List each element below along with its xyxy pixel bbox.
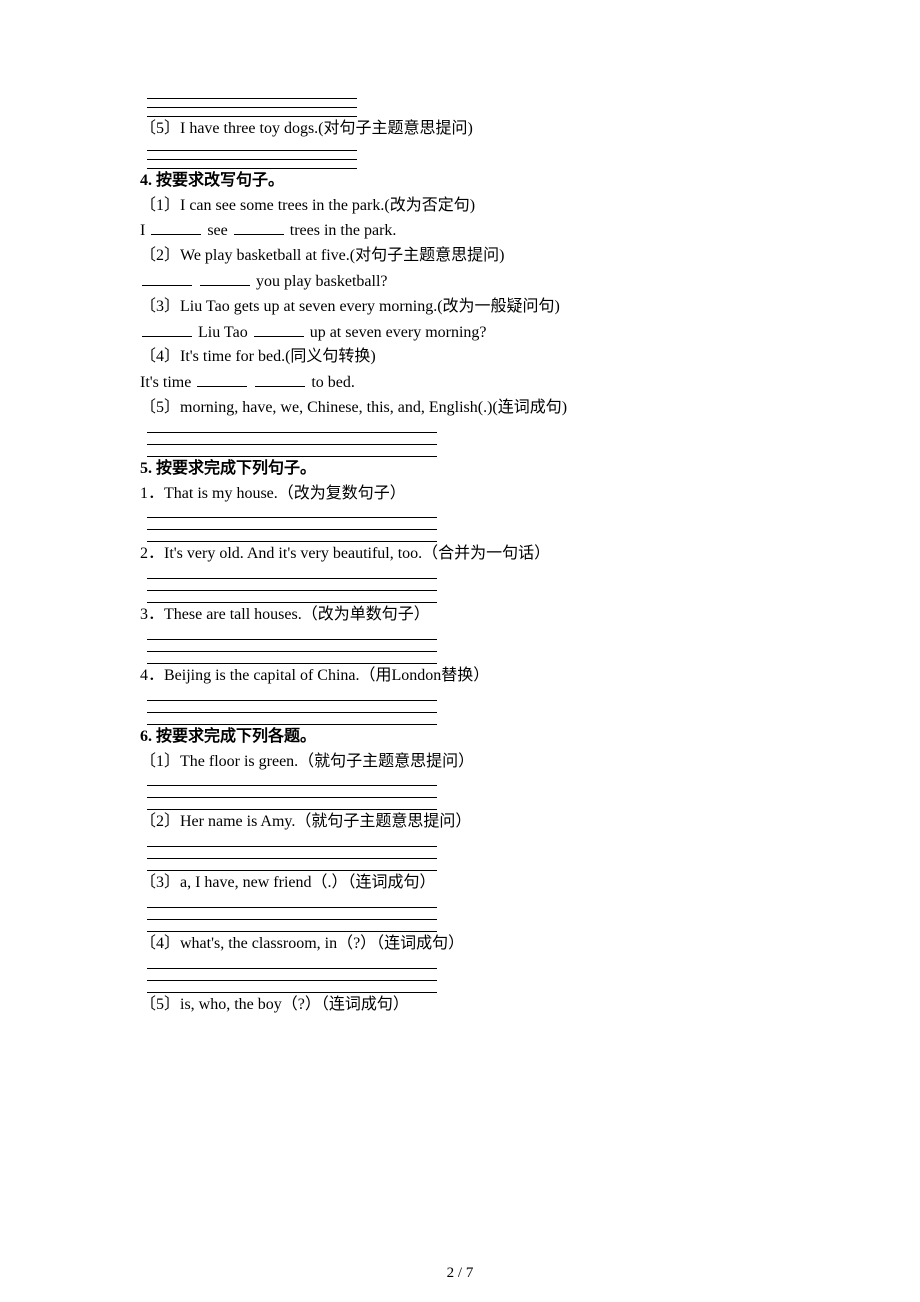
answer-blank-line — [147, 535, 437, 542]
inline-blank — [200, 269, 250, 286]
answer-blank-line — [147, 523, 437, 530]
answer-blank-line — [147, 962, 437, 969]
inline-blank — [142, 269, 192, 286]
answer-blank-line — [147, 864, 437, 871]
answer-blank-line — [147, 438, 437, 445]
text-fragment: up at seven every morning? — [306, 324, 487, 341]
answer-blank-line — [147, 426, 437, 433]
question-item: 〔4〕what's, the classroom, in（?）（连词成句） — [140, 932, 780, 957]
page-number: 2 / 7 — [0, 1265, 920, 1282]
answer-blank-line — [147, 974, 437, 981]
answer-blank-line — [147, 94, 357, 99]
answer-blank-line — [147, 718, 437, 725]
answer-blank-line — [147, 901, 437, 908]
question-item: 2．It's very old. And it's very beautiful… — [140, 542, 780, 567]
answer-blank-group — [147, 146, 780, 169]
question-item: 〔1〕The floor is green.（就句子主题意思提问） — [140, 750, 780, 775]
answer-blank-line — [147, 633, 437, 640]
section-heading: 4. 按要求改写句子。 — [140, 169, 780, 194]
answer-blank-group — [147, 426, 780, 457]
text-fragment: trees in the park. — [286, 222, 397, 239]
inline-blank — [255, 370, 305, 387]
answer-blank-line — [147, 706, 437, 713]
section-heading: 6. 按要求完成下列各题。 — [140, 725, 780, 750]
answer-blank-group — [147, 633, 780, 664]
answer-blank-line — [147, 840, 437, 847]
question-item: 〔5〕I have three toy dogs.(对句子主题意思提问) — [140, 117, 780, 142]
text-fragment: you play basketball? — [252, 273, 388, 290]
answer-blank-line — [147, 511, 437, 518]
question-item: 4．Beijing is the capital of China.（用Lond… — [140, 664, 780, 689]
answer-blank-line — [147, 779, 437, 786]
text-fragment: Liu Tao — [194, 324, 252, 341]
inline-blank — [142, 320, 192, 337]
inline-blank — [254, 320, 304, 337]
question-item: 3．These are tall houses.（改为单数句子） — [140, 603, 780, 628]
answer-blank-line — [147, 103, 357, 108]
question-item: 〔3〕Liu Tao gets up at seven every mornin… — [140, 295, 780, 320]
answer-blank-line — [147, 645, 437, 652]
fill-blank-line: you play basketball? — [140, 269, 780, 295]
text-fragment: to bed. — [307, 374, 355, 391]
answer-blank-group — [147, 779, 780, 810]
answer-blank-group — [147, 511, 780, 542]
answer-blank-line — [147, 572, 437, 579]
fill-blank-line: It's time to bed. — [140, 370, 780, 396]
answer-blank-group — [147, 572, 780, 603]
question-item: 〔1〕I can see some trees in the park.(改为否… — [140, 194, 780, 219]
inline-blank — [151, 218, 201, 235]
answer-blank-line — [147, 913, 437, 920]
question-item: 〔4〕It's time for bed.(同义句转换) — [140, 345, 780, 370]
answer-blank-line — [147, 694, 437, 701]
answer-blank-line — [147, 986, 437, 993]
answer-blank-line — [147, 657, 437, 664]
answer-blank-line — [147, 852, 437, 859]
fill-blank-line: Liu Tao up at seven every morning? — [140, 320, 780, 346]
answer-blank-group — [147, 962, 780, 993]
fill-blank-line: I see trees in the park. — [140, 218, 780, 244]
text-fragment — [249, 374, 253, 391]
question-item: 〔2〕We play basketball at five.(对句子主题意思提问… — [140, 244, 780, 269]
question-item: 〔5〕morning, have, we, Chinese, this, and… — [140, 396, 780, 421]
answer-blank-line — [147, 791, 437, 798]
inline-blank — [234, 218, 284, 235]
answer-blank-line — [147, 146, 357, 151]
text-fragment: I — [140, 222, 149, 239]
answer-blank-line — [147, 803, 437, 810]
worksheet-page: 〔5〕I have three toy dogs.(对句子主题意思提问) 4. … — [0, 0, 920, 1302]
answer-blank-line — [147, 596, 437, 603]
answer-blank-line — [147, 155, 357, 160]
answer-blank-line — [147, 925, 437, 932]
text-fragment: see — [203, 222, 231, 239]
question-item: 〔2〕Her name is Amy.（就句子主题意思提问） — [140, 810, 780, 835]
answer-blank-group — [147, 694, 780, 725]
question-item: 1．That is my house.（改为复数句子） — [140, 482, 780, 507]
answer-blank-group — [147, 901, 780, 932]
answer-blank-group — [147, 94, 780, 117]
question-item: 〔3〕a, I have, new friend（.）（连词成句） — [140, 871, 780, 896]
answer-blank-group — [147, 840, 780, 871]
question-item: 〔5〕is, who, the boy（?）（连词成句） — [140, 993, 780, 1018]
text-fragment: It's time — [140, 374, 195, 391]
answer-blank-line — [147, 450, 437, 457]
section-heading: 5. 按要求完成下列句子。 — [140, 457, 780, 482]
inline-blank — [197, 370, 247, 387]
answer-blank-line — [147, 584, 437, 591]
